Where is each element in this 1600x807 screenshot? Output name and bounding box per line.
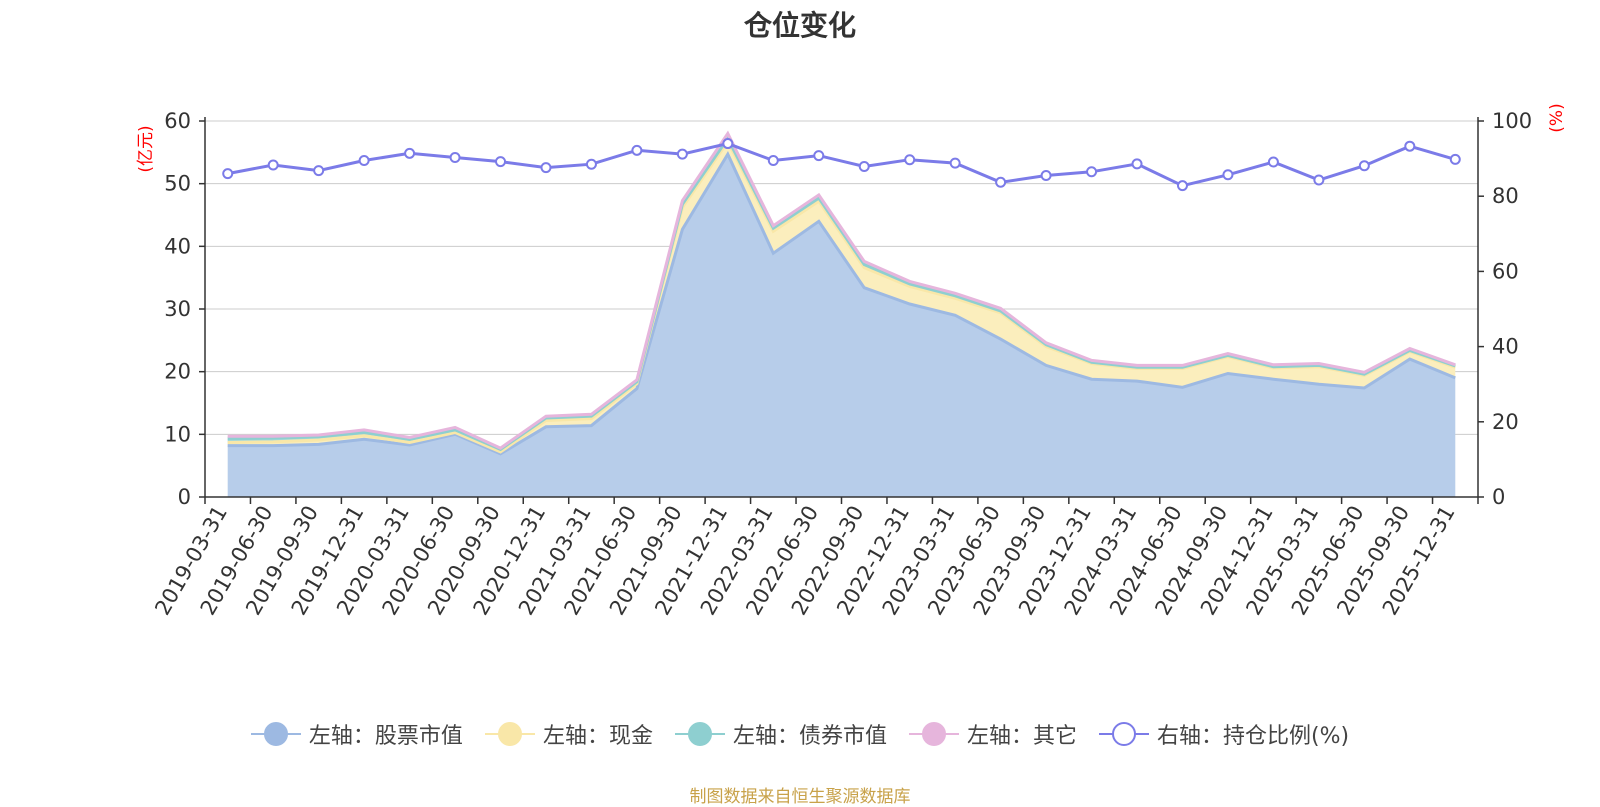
position-ratio-point (495, 156, 507, 168)
position-ratio-line (227, 142, 1456, 188)
position-ratio-point (813, 150, 825, 162)
right-axis-tick-label: 100 (1492, 109, 1532, 133)
right-axis-tick-label: 80 (1492, 184, 1519, 208)
right-axis-tick-label: 20 (1492, 410, 1519, 434)
chart-title: 仓位变化 (743, 9, 856, 42)
legend-item-other[interactable]: 左轴：其它 (908, 718, 1077, 750)
legend-stock-value-icon (250, 722, 301, 746)
left-axis-unit: (亿元) (136, 125, 156, 172)
position-ratio-point (267, 159, 279, 171)
legend: 左轴：股票市值 左轴：现金 左轴：债券市值 左轴：其它 右轴：持仓比例(%) (0, 718, 1600, 750)
position-ratio-point (631, 144, 643, 156)
right-axis-tick-label: 0 (1492, 485, 1505, 509)
position-ratio-point (1313, 174, 1325, 186)
series-line-左轴：股票市值 (227, 150, 1456, 456)
data-source-note: 制图数据来自恒生聚源数据库 (689, 787, 911, 807)
left-axis-tick-label: 0 (178, 485, 191, 509)
legend-bond-value-icon (674, 722, 725, 746)
left-axis-tick-label: 20 (164, 360, 191, 384)
position-ratio-point (1358, 160, 1370, 172)
left-axis-tick-label: 60 (164, 109, 191, 133)
position-ratio-point (1449, 153, 1461, 165)
position-ratio-point (767, 154, 779, 166)
position-ratio-point (1040, 170, 1052, 182)
position-ratio-point (676, 148, 688, 160)
position-ratio-point (722, 138, 734, 150)
legend-bond-value-label: 左轴：债券市值 (732, 724, 887, 749)
position-ratio-point (1176, 180, 1188, 192)
legend-other-label: 左轴：其它 (966, 724, 1077, 749)
position-ratio-point (449, 151, 461, 163)
legend-cash-label: 左轴：现金 (542, 724, 653, 749)
area-左轴：现金 (227, 141, 1456, 454)
legend-other-icon (908, 722, 959, 746)
position-ratio-point (222, 168, 234, 180)
legend-item-cash[interactable]: 左轴：现金 (484, 718, 653, 750)
series-line-左轴：其它 (227, 130, 1456, 450)
series-line-左轴：债券市值 (227, 135, 1456, 452)
legend-position-ratio-icon (1098, 722, 1149, 746)
legend-item-stock-value[interactable]: 左轴：股票市值 (250, 718, 463, 750)
position-ratio-point (404, 147, 416, 159)
legend-item-position-ratio[interactable]: 右轴：持仓比例(%) (1098, 718, 1350, 750)
position-ratio-point (313, 165, 325, 177)
left-axis-tick-label: 40 (164, 234, 191, 258)
position-ratio-point (585, 158, 597, 170)
legend-stock-value-label: 左轴：股票市值 (308, 724, 463, 749)
legend-position-ratio-label: 右轴：持仓比例(%) (1156, 724, 1350, 749)
position-ratio-point (995, 176, 1007, 188)
position-ratio-point (1222, 169, 1234, 181)
position-ratio-point (949, 157, 961, 169)
legend-cash-icon (484, 722, 535, 746)
left-axis-tick-label: 50 (164, 172, 191, 196)
position-ratio-point (1086, 166, 1098, 178)
right-axis-unit: (%) (1547, 103, 1567, 132)
position-ratio-point (1267, 156, 1279, 168)
position-ratio-point (1131, 158, 1143, 170)
right-axis-tick-label: 40 (1492, 335, 1519, 359)
position-ratio-point (904, 154, 916, 166)
legend-item-bond-value[interactable]: 左轴：债券市值 (674, 718, 887, 750)
position-ratio-point (540, 162, 552, 174)
position-ratio-point (358, 154, 370, 166)
area-左轴：股票市值 (227, 154, 1456, 497)
right-axis-tick-label: 60 (1492, 259, 1519, 283)
position-ratio-point (1404, 140, 1416, 152)
left-axis-tick-label: 10 (164, 422, 191, 446)
left-axis-tick-label: 30 (164, 297, 191, 321)
position-ratio-point (858, 160, 870, 172)
